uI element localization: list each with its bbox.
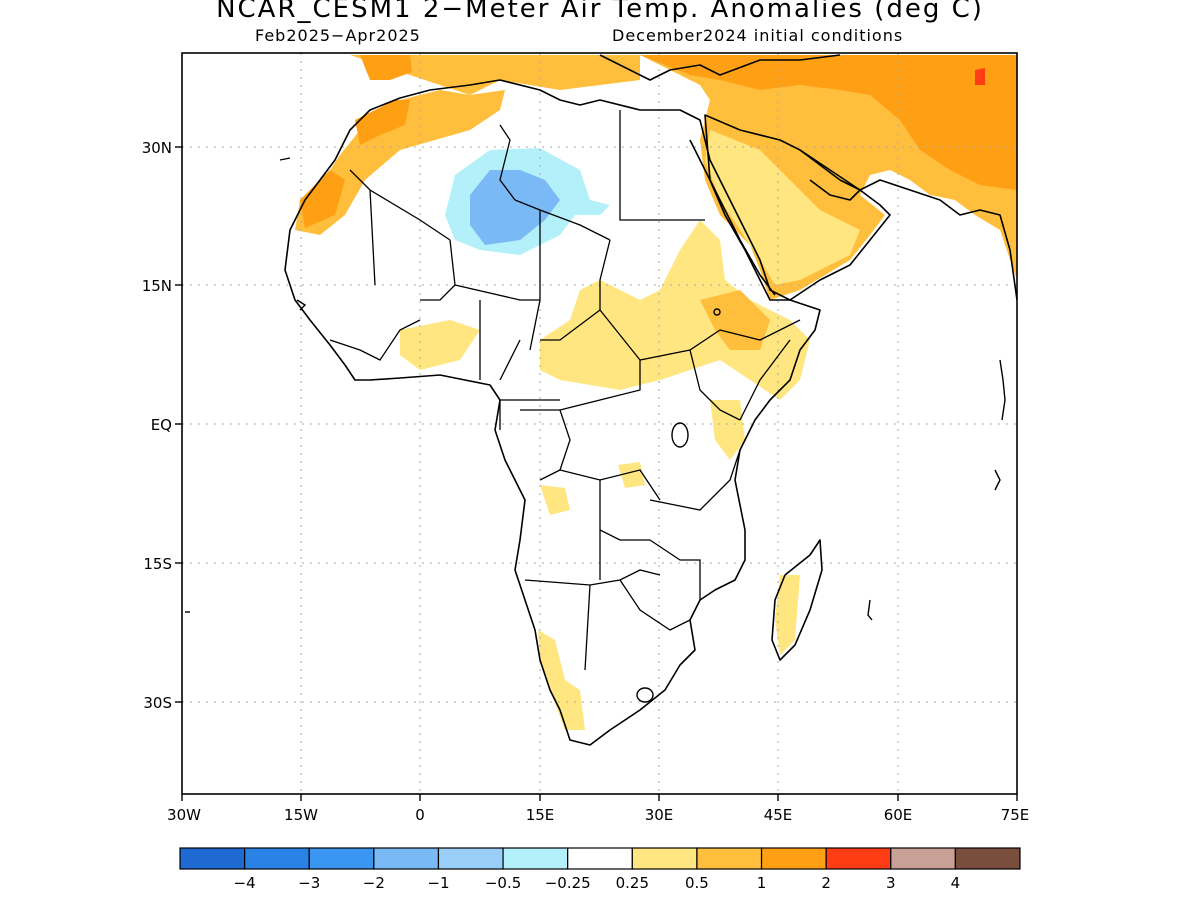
africa-coastline [284, 79, 821, 746]
colorbar-label: −0.25 [545, 874, 591, 892]
lon-labels: 30W 15W 0 15E 30E 45E 60E 75E [167, 806, 1029, 824]
cape-verde [296, 299, 307, 311]
colorbar-swatch [308, 847, 375, 870]
colorbar-label: −2 [363, 874, 385, 892]
colorbar-swatch [373, 847, 440, 870]
colorbar-label: 2 [821, 874, 831, 892]
colorbar-swatch [696, 847, 763, 870]
lat-labels: 30N 15N EQ 15S 30S [142, 139, 172, 712]
europe-coastline [599, 54, 841, 81]
mild-anomaly-gulf-guinea [400, 320, 480, 370]
mild-anomaly-arabia [705, 130, 860, 285]
colorbar-swatch [244, 847, 310, 870]
lat-ticks [175, 146, 182, 703]
colorbar-label: 0.5 [685, 874, 709, 892]
lake-tana [713, 308, 721, 316]
small-features [185, 157, 1006, 703]
colorbar-swatch [502, 847, 569, 870]
colorbar-label: −0.5 [485, 874, 521, 892]
red-anomaly-spot [975, 68, 985, 85]
period-subtitle: Feb2025−Apr2025 [255, 26, 421, 45]
colorbar-label: −4 [234, 874, 256, 892]
colorbar-label: −1 [427, 874, 449, 892]
lat-label-15s: 15S [143, 555, 172, 573]
asia-coastline [859, 179, 1017, 301]
lesotho [636, 687, 654, 703]
colorbar: −4 −3 −2 −1 −0.5 −0.25 0.25 0.5 1 2 3 4 [179, 847, 1021, 892]
red-sea [689, 139, 776, 296]
mild-anomaly-angola [540, 485, 570, 515]
strong-anomaly-west-sahara [300, 170, 345, 228]
strong-anomaly-iran [640, 55, 1017, 190]
lon-label-75e: 75E [1001, 806, 1030, 824]
lon-label-60e: 60E [884, 806, 913, 824]
persian-gulf [799, 149, 861, 201]
colorbar-swatch [825, 847, 892, 870]
mauritius [867, 599, 873, 621]
lat-label-30s: 30S [143, 694, 172, 712]
lat-label-eq: EQ [151, 416, 172, 434]
initial-conditions-subtitle: December2024 initial conditions [612, 26, 904, 45]
colorbar-swatch [437, 847, 504, 870]
strong-anomaly-nw-africa [360, 55, 412, 80]
canary-islands [279, 157, 291, 161]
colorbar-swatch [760, 847, 827, 870]
colorbar-label: 3 [886, 874, 896, 892]
lon-label-45e: 45E [764, 806, 793, 824]
mild-anomaly-ethiopia [700, 290, 770, 350]
mild-anomaly-namibia [538, 630, 585, 730]
anomaly-shading [295, 55, 1017, 730]
madagascar-coastline [771, 539, 823, 661]
lon-label-15e: 15E [526, 806, 555, 824]
strong-anomaly-morocco [355, 100, 410, 145]
lon-label-0: 0 [415, 806, 425, 824]
lon-ticks [181, 794, 1018, 801]
colorbar-label: 4 [951, 874, 961, 892]
lakshadweep [999, 359, 1006, 421]
colorbar-label: −3 [298, 874, 320, 892]
lon-label-30w: 30W [167, 806, 201, 824]
coastlines [284, 54, 1017, 746]
lake-victoria [671, 422, 689, 448]
colorbar-label: 0.25 [616, 874, 649, 892]
country-borders [329, 110, 801, 671]
lon-label-30e: 30E [645, 806, 674, 824]
cold-anomaly-sahara-dark [470, 170, 560, 245]
colorbar-swatch [179, 847, 246, 870]
colorbar-swatch [631, 847, 698, 870]
mild-anomaly-east-africa [710, 400, 745, 460]
map-title: NCAR_CESM1 2−Meter Air Temp. Anomalies (… [216, 0, 984, 24]
maldives [994, 469, 1001, 491]
colorbar-swatch [890, 847, 956, 870]
mild-anomaly-sahel [540, 220, 810, 400]
lat-label-30n: 30N [142, 139, 172, 157]
colorbar-swatch [954, 847, 1021, 870]
colorbar-swatch [567, 847, 633, 870]
lon-label-15w: 15W [284, 806, 318, 824]
mild-anomaly-congo [618, 462, 645, 488]
lat-label-15n: 15N [142, 277, 172, 295]
mild-anomaly-madagascar [775, 575, 800, 655]
colorbar-label: 1 [757, 874, 767, 892]
